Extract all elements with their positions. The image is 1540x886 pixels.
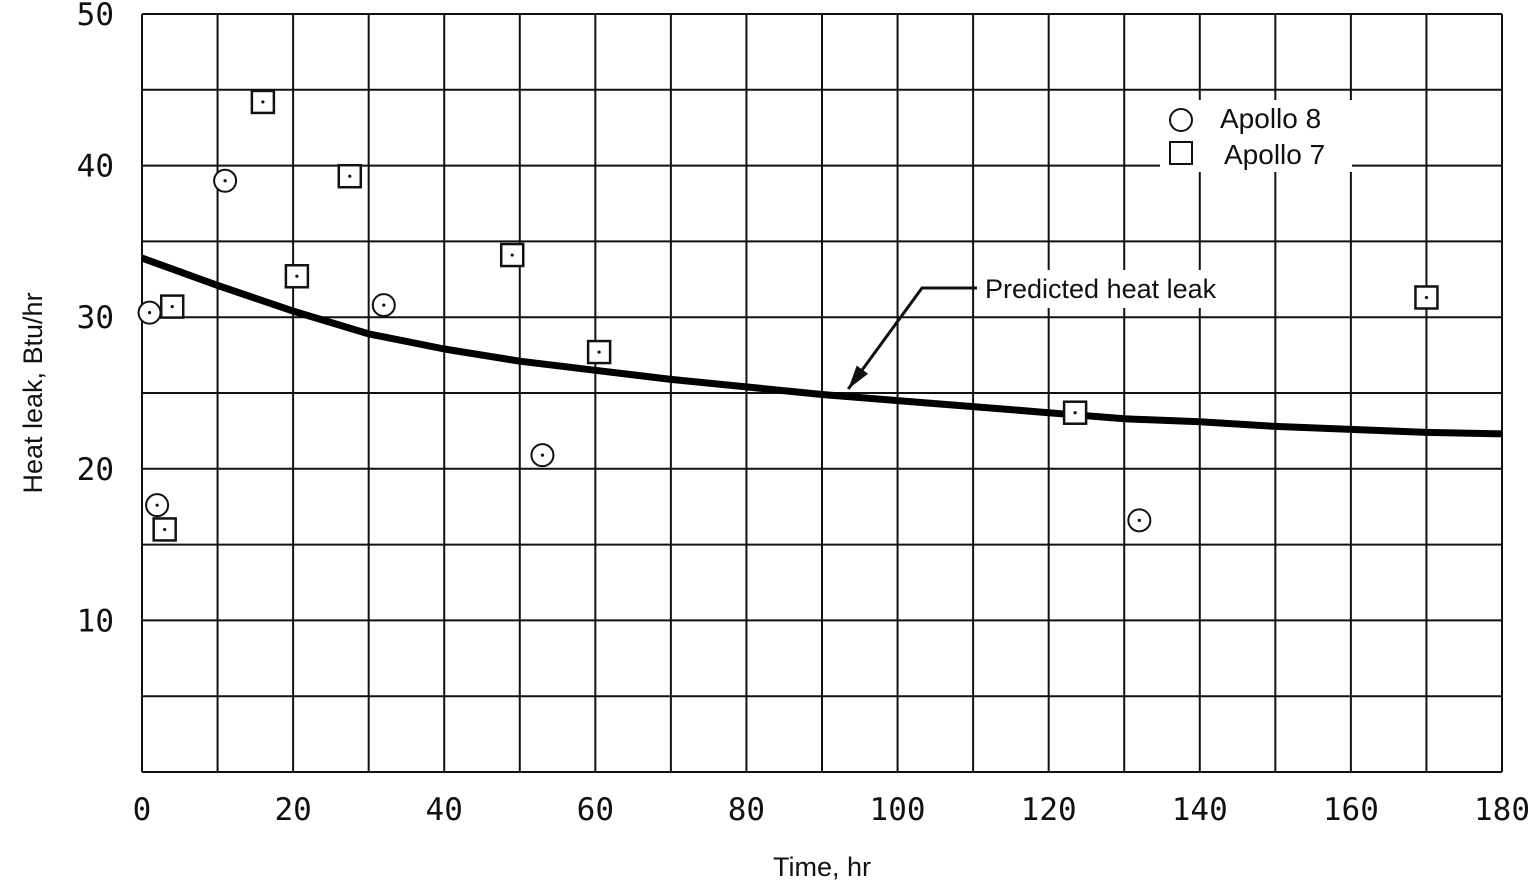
point-center-dot (295, 274, 299, 278)
x-tick-label: 160 (1323, 792, 1379, 828)
legend-label-apollo-7: Apollo 7 (1224, 139, 1325, 170)
x-axis-title: Time, hr (773, 852, 871, 882)
legend-label-apollo-8: Apollo 8 (1220, 103, 1321, 134)
point-center-dot (223, 179, 227, 183)
point-center-dot (382, 303, 386, 307)
legend: Apollo 8 Apollo 7 (1160, 100, 1352, 172)
point-center-dot (540, 453, 545, 457)
x-tick-label: 40 (426, 792, 463, 828)
legend-square-marker (1169, 141, 1193, 165)
data-points (137, 89, 1439, 542)
x-tick-label: 60 (577, 792, 614, 828)
annotation-background (977, 270, 1261, 308)
point-center-dot (348, 174, 352, 178)
annotation-label: Predicted heat leak (985, 274, 1217, 304)
point-center-dot (155, 503, 159, 507)
point-center-dot (1073, 411, 1077, 415)
x-tick-label: 140 (1172, 792, 1228, 828)
y-axis-title: Heat leak, Btu/hr (18, 292, 48, 493)
y-tick-label: 10 (77, 603, 114, 639)
x-tick-label: 0 (133, 792, 152, 828)
predicted-curve-layer (140, 254, 1503, 438)
predicted-heat-leak-curve (140, 254, 1503, 438)
point-center-dot (163, 527, 167, 532)
x-tick-label: 80 (728, 792, 765, 828)
y-tick-label: 30 (77, 300, 114, 336)
y-tick-label: 40 (77, 149, 114, 185)
y-tick-label: 50 (77, 0, 114, 33)
y-tick-label: 20 (77, 452, 114, 488)
annotation-arrowhead (848, 365, 869, 390)
x-tick-label: 100 (870, 792, 926, 828)
x-tick-label: 180 (1474, 792, 1530, 828)
point-center-dot (147, 311, 152, 315)
annotation-leader-line (847, 286, 977, 390)
point-center-dot (1137, 518, 1141, 522)
legend-circle-marker (1169, 108, 1193, 132)
point-center-dot (597, 350, 601, 354)
point-center-dot (261, 100, 265, 104)
x-tick-label: 20 (274, 792, 311, 828)
point-center-dot (1424, 295, 1429, 300)
point-center-dot (170, 304, 174, 309)
annotation: Predicted heat leak (847, 270, 1261, 390)
point-center-dot (510, 253, 514, 257)
x-tick-label: 120 (1021, 792, 1077, 828)
tick-labels: 0 20 40 60 80 100 120 140 160 180 10 20 30 40 50 (77, 0, 1530, 828)
